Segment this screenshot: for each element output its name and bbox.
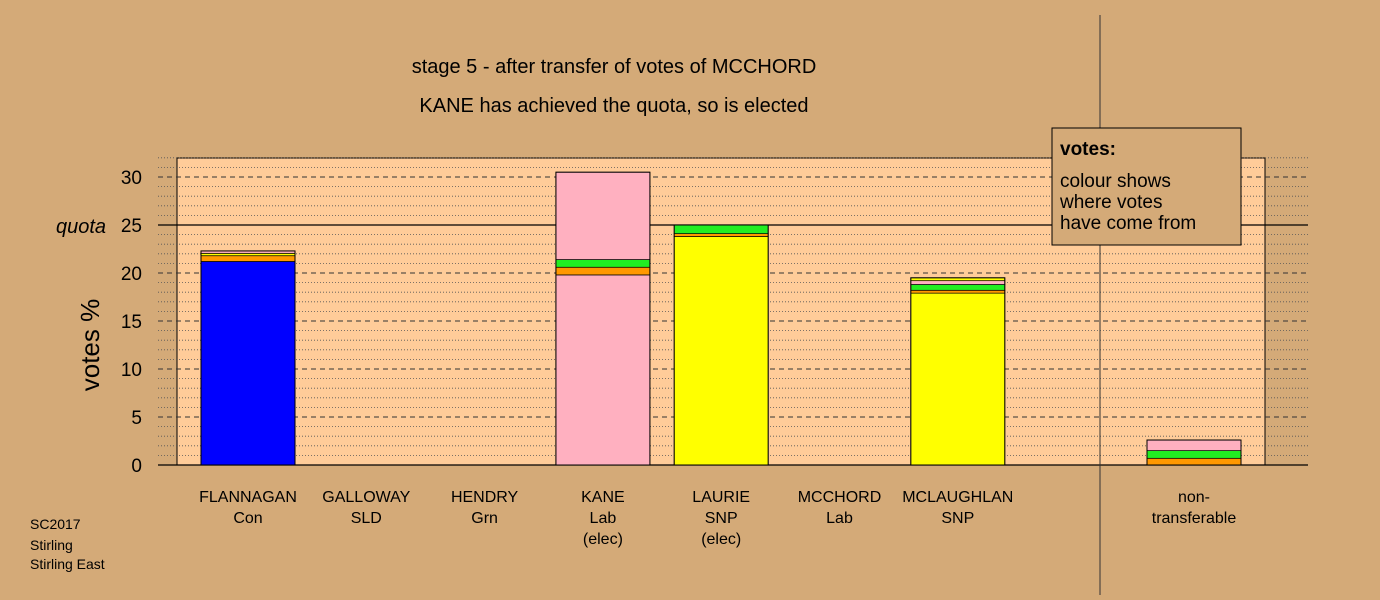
candidate-party: SNP	[941, 510, 974, 527]
quota-label: quota	[56, 216, 106, 238]
candidate-party: SLD	[351, 510, 382, 527]
source-line: Stirling	[30, 537, 73, 553]
candidate-party: SNP	[705, 510, 738, 527]
bar-segment	[910, 280, 1006, 285]
legend-box	[1051, 127, 1242, 246]
legend-title: votes:	[1060, 139, 1116, 160]
legend: votes: colour shows where votes have com…	[1051, 127, 1242, 246]
candidate-name: FLANNAGAN	[199, 489, 297, 506]
candidate-status: (elec)	[701, 531, 741, 548]
candidate-name: MCCHORD	[798, 489, 882, 506]
candidate-party: Lab	[826, 510, 853, 527]
bars	[200, 171, 1242, 466]
bar-segment	[1146, 439, 1242, 451]
bar-outline	[200, 250, 296, 466]
bar-segment	[200, 261, 296, 466]
source-note: SC2017 Stirling Stirling East	[30, 516, 105, 572]
y-axis: 0 5 10 15 20 25 30	[121, 168, 142, 477]
bar-outline	[910, 277, 1006, 466]
candidate-name: HENDRY	[451, 489, 519, 506]
bar-outline	[555, 171, 651, 466]
bar-segment	[200, 255, 296, 262]
bar-segment	[200, 252, 296, 257]
y-tick-label: 5	[131, 408, 142, 429]
source-line: SC2017	[30, 516, 81, 532]
nontransferable-label: non-	[1178, 489, 1210, 506]
candidate-party: Lab	[590, 510, 617, 527]
chart-subtitle: KANE has achieved the quota, so is elect…	[419, 95, 808, 117]
y-axis-label: votes %	[75, 299, 105, 392]
legend-line: have come from	[1060, 213, 1196, 234]
bar-segment	[555, 266, 651, 276]
bar-segment	[673, 224, 769, 234]
bar-segment	[555, 259, 651, 268]
category-labels: FLANNAGAN Con GALLOWAY SLD HENDRY Grn KANE Lab (…	[199, 489, 1236, 548]
candidate-name: LAURIE	[692, 489, 750, 506]
chart-title: stage 5 - after transfer of votes of MCC…	[412, 56, 817, 78]
y-tick-label: 25	[121, 216, 142, 237]
bar-segment	[555, 171, 651, 260]
legend-line: where votes	[1059, 192, 1162, 213]
nontransferable-label: transferable	[1152, 510, 1237, 527]
bar-segment	[1146, 457, 1242, 466]
bar-segment	[673, 233, 769, 237]
candidate-name: GALLOWAY	[322, 489, 410, 506]
y-tick-label: 10	[121, 360, 142, 381]
source-line: Stirling East	[30, 556, 105, 572]
bar-outline	[673, 224, 769, 466]
bar-segment	[910, 289, 1006, 294]
bar-segment	[1146, 450, 1242, 459]
bar-segment	[910, 284, 1006, 291]
bar-outline	[1146, 439, 1242, 466]
candidate-name: KANE	[581, 489, 625, 506]
y-tick-label: 30	[121, 168, 142, 189]
candidate-party: Con	[233, 510, 262, 527]
y-tick-label: 0	[131, 456, 142, 477]
candidate-status: (elec)	[583, 531, 623, 548]
bar-segment	[555, 274, 651, 466]
y-tick-label: 20	[121, 264, 142, 285]
legend-line: colour shows	[1060, 171, 1171, 192]
bar-segment	[673, 236, 769, 466]
candidate-party: Grn	[471, 510, 498, 527]
bar-segment	[910, 292, 1006, 466]
y-tick-label: 15	[121, 312, 142, 333]
candidate-name: MCLAUGHLAN	[902, 489, 1013, 506]
